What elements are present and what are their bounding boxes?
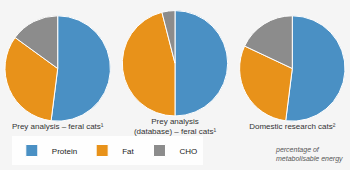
- svg-text:percentage ofmetabolisable ene: percentage ofmetabolisable energy: [275, 146, 343, 163]
- svg-text:Protein: Protein: [52, 147, 77, 156]
- svg-text:Domestic research cats²: Domestic research cats²: [249, 122, 336, 131]
- svg-text:Prey analysis(database) – fera: Prey analysis(database) – feral cats¹: [134, 117, 217, 136]
- svg-text:CHO: CHO: [179, 147, 197, 156]
- svg-text:Prey analysis – feral cats¹: Prey analysis – feral cats¹: [12, 122, 104, 131]
- svg-text:Fat: Fat: [122, 147, 134, 156]
